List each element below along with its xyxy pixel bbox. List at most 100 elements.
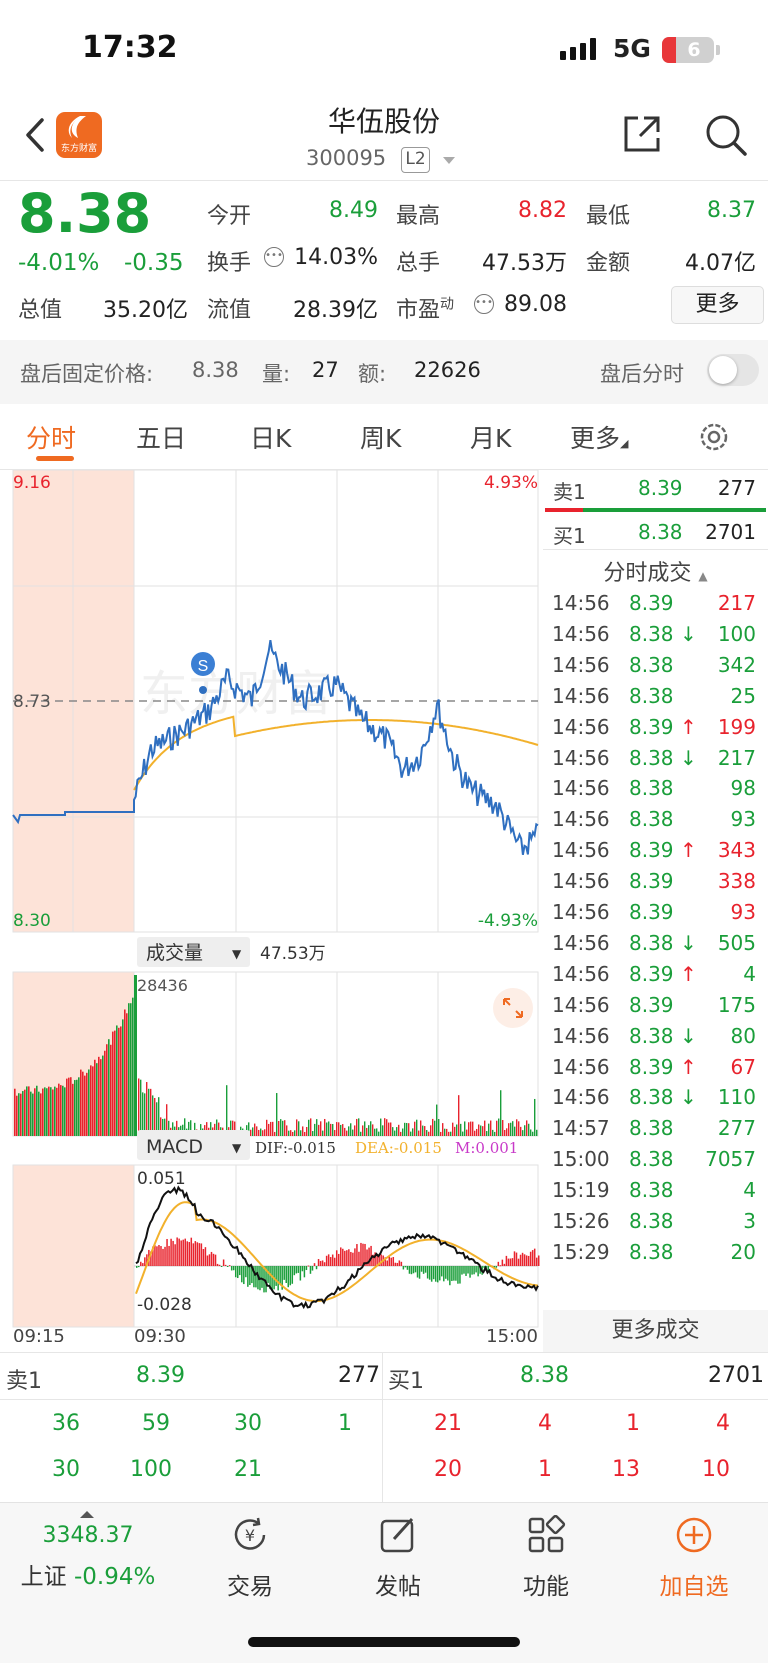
trade-price: 8.38 [629,776,674,801]
macd-bar [344,1250,346,1266]
volume-bar [158,1097,160,1136]
l2-ask-vol: 277 [338,1363,380,1388]
level-badge[interactable]: L2 [401,147,430,173]
volume-bar [358,1118,360,1136]
trades-title-text: 分时成交 [603,561,692,586]
macd-bar [222,1259,225,1266]
volume-bar [496,1120,498,1136]
ask-row[interactable]: 卖1 8.39 277 [543,470,768,506]
macd-bar [146,1254,148,1266]
after-hours-toggle[interactable] [707,354,759,386]
info-dots-icon[interactable]: ••• [264,247,284,267]
grid-icon [528,1515,566,1553]
tab-intraday[interactable]: 分时 [26,424,77,453]
info-dots-icon[interactable]: ••• [474,294,494,314]
queue-cell: 100 [130,1457,172,1482]
l2-ask-label: 卖1 [6,1369,42,1394]
tab-monthly-k[interactable]: 月K [470,424,512,453]
volume-bar [508,1123,510,1136]
macd-dea: DEA:-0.015 [355,1139,442,1157]
volume-bar [80,1069,82,1136]
volume-bar [350,1123,352,1136]
stock-name: 华伍股份 [327,105,440,138]
ask-price: 8.39 [638,476,683,500]
macd-bar [503,1263,506,1266]
divider [543,549,768,550]
macd-indicator-select[interactable] [137,1130,250,1160]
macd-bar [150,1251,152,1266]
macd-bar [408,1266,411,1274]
trade-time: 14:56 [552,714,610,739]
volume-bar [214,1123,216,1136]
bid-row[interactable]: 买1 8.38 2701 [543,514,768,550]
volume-bar [394,1130,396,1136]
signal-marker[interactable] [191,652,215,676]
tab-weekly-k[interactable]: 周K [360,424,402,453]
macd-bar [323,1262,326,1266]
macd-bar [230,1266,233,1271]
trade-price: 8.38 [629,652,674,677]
nav-functions[interactable]: 功能 [472,1503,620,1623]
search-icon[interactable] [703,112,749,158]
macd-bar [309,1266,312,1274]
volume-bar [54,1086,56,1136]
volume-indicator-select[interactable] [137,937,250,967]
macd-bar [428,1266,431,1280]
tab-five-day[interactable]: 五日 [136,424,187,453]
queue-cell: 21 [434,1411,462,1436]
macd-bar [204,1247,207,1266]
trade-price: 8.39 [629,1054,674,1079]
volume-bar [438,1119,440,1136]
trades-title[interactable]: 分时成交 ▲ [543,555,768,587]
macd-bar [525,1255,528,1266]
volume-bar [38,1091,40,1136]
nav-trade[interactable]: ¥ 交易 [176,1503,324,1623]
trade-volume: 277 [717,1116,756,1141]
volume-bar [206,1122,208,1136]
tab-more[interactable]: 更多◢ [570,419,628,455]
macd-bar [396,1262,399,1266]
avg-price-line [133,715,539,791]
macd-bar [529,1251,532,1266]
macd-bar [297,1266,300,1273]
logo-flame-icon [68,116,86,138]
volume-bar [320,1121,322,1136]
volume-bar [284,1120,286,1136]
nav-post[interactable]: 发帖 [324,1503,472,1623]
expand-button[interactable] [493,988,533,1028]
back-arrow-icon[interactable] [18,112,54,158]
macd-bar [519,1254,522,1266]
trade-row: 14:56 8.38 ↓ 110 [543,1082,768,1114]
macd-dif: DIF:-0.015 [255,1139,336,1157]
trade-price: 8.39 [629,900,674,924]
volume-bar [306,1127,308,1136]
more-quote-button[interactable]: 更多 [671,286,764,324]
gear-icon[interactable] [697,420,731,454]
macd-bar [144,1257,146,1266]
volume-bar [466,1129,468,1136]
trade-volume: 342 [717,652,756,677]
volume-bar [316,1119,318,1136]
volume-bar [154,1097,156,1136]
macd-bar [412,1266,415,1274]
level-dropdown-icon[interactable] [443,157,455,164]
nav-index[interactable]: 3348.37 上证 -0.94% [14,1503,162,1623]
ask-vol: 277 [717,476,756,500]
macd-bar [208,1254,211,1266]
volume-bar [418,1130,420,1136]
nav-add-watchlist[interactable]: 加自选 [620,1503,768,1623]
trade-volume: 3 [743,1209,756,1233]
home-indicator[interactable] [248,1637,520,1647]
volume-bar [112,1031,114,1136]
volume-bar [396,1127,398,1136]
volume-bar [114,1030,116,1136]
volume-bar [172,1122,174,1136]
share-icon[interactable] [620,112,664,156]
level2-order-book: 卖1 8.39 277 买1 8.38 2701 36 59 30 1 30 100 21 2… [0,1352,768,1503]
more-trades-button[interactable]: 更多成交 [543,1310,768,1352]
intraday-chart[interactable]: 东方财富 S 9.16 8.73 8.30 4.93% -4.93% 成交量 ▼… [10,470,543,1342]
after-hours-price: 8.38 [192,358,239,382]
macd-bar [424,1266,427,1273]
tab-daily-k[interactable]: 日K [250,424,292,453]
trade-price: 8.38 [629,1023,674,1048]
